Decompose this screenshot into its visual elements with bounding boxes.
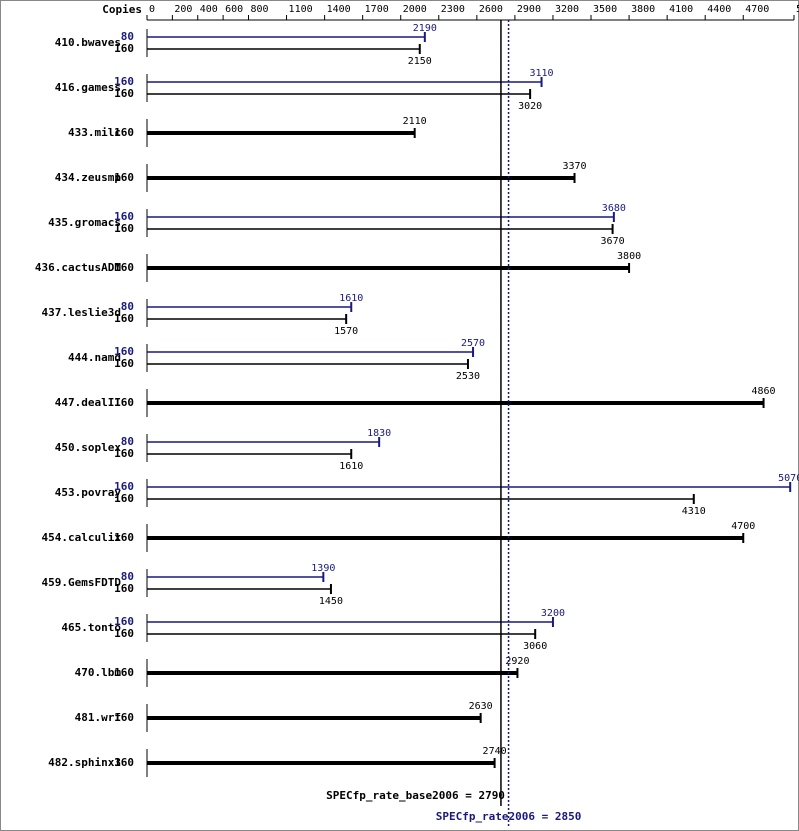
benchmark-name: 434.zeusmp xyxy=(55,171,122,184)
copies: 160 xyxy=(114,222,134,235)
value-label: 2570 xyxy=(461,338,485,349)
value-label: 4700 xyxy=(731,521,755,532)
benchmark-name: 410.bwaves xyxy=(55,36,121,49)
copies: 160 xyxy=(114,75,134,88)
copies: 160 xyxy=(114,171,134,184)
copies: 80 xyxy=(121,435,134,448)
x-tick-label: 4400 xyxy=(707,4,731,15)
copies-header: Copies xyxy=(102,3,142,16)
x-tick-label: 2600 xyxy=(479,4,503,15)
benchmark-name: 465.tonto xyxy=(61,621,121,634)
value-label: 1830 xyxy=(367,428,391,439)
x-tick-label: 2300 xyxy=(441,4,465,15)
x-tick-label: 1400 xyxy=(327,4,351,15)
value-label: 2740 xyxy=(483,746,507,757)
copies: 80 xyxy=(121,570,134,583)
x-tick-label: 2900 xyxy=(517,4,541,15)
copies: 160 xyxy=(114,87,134,100)
x-tick-label: 3200 xyxy=(555,4,579,15)
value-label: 1610 xyxy=(339,461,363,472)
value-label: 3020 xyxy=(518,101,542,112)
x-tick-label: 1100 xyxy=(289,4,313,15)
copies: 160 xyxy=(114,345,134,358)
x-tick-label: 400 xyxy=(200,4,218,15)
peak-summary: SPECfp_rate2006 = 2850 xyxy=(436,810,582,823)
copies: 160 xyxy=(114,627,134,640)
value-label: 1450 xyxy=(319,596,343,607)
x-tick-label: 3500 xyxy=(593,4,617,15)
x-tick-label: 0 xyxy=(149,4,155,15)
value-label: 2150 xyxy=(408,56,432,67)
value-label: 4860 xyxy=(752,386,776,397)
copies: 160 xyxy=(114,126,134,139)
value-label: 2920 xyxy=(505,656,529,667)
x-tick-label: 600 xyxy=(225,4,243,15)
value-label: 3110 xyxy=(529,68,553,79)
benchmark-name: 481.wrf xyxy=(75,711,121,724)
copies: 160 xyxy=(114,492,134,505)
value-label: 1610 xyxy=(339,293,363,304)
copies: 160 xyxy=(114,582,134,595)
x-tick-label: 3800 xyxy=(631,4,655,15)
copies: 80 xyxy=(121,300,134,313)
value-label: 1570 xyxy=(334,326,358,337)
benchmark-name: 435.gromacs xyxy=(48,216,121,229)
benchmark-name: 433.milc xyxy=(68,126,121,139)
benchmark-name: 453.povray xyxy=(55,486,122,499)
benchmark-name: 444.namd xyxy=(68,351,121,364)
value-label: 5070 xyxy=(778,473,799,484)
x-tick-label: 2000 xyxy=(403,4,427,15)
value-label: 2630 xyxy=(469,701,493,712)
x-tick-label: 800 xyxy=(250,4,268,15)
copies: 160 xyxy=(114,312,134,325)
benchmark-name: 447.dealII xyxy=(55,396,121,409)
x-tick-label: 5100 xyxy=(796,4,799,15)
copies: 160 xyxy=(114,531,134,544)
copies: 160 xyxy=(114,261,134,274)
value-label: 2110 xyxy=(403,116,427,127)
benchmark-name: 436.cactusADM xyxy=(35,261,121,274)
x-tick-label: 4700 xyxy=(745,4,769,15)
benchmark-name: 454.calculix xyxy=(42,531,122,544)
value-label: 3370 xyxy=(562,161,586,172)
copies: 160 xyxy=(114,42,134,55)
value-label: 2190 xyxy=(413,23,437,34)
copies: 160 xyxy=(114,396,134,409)
value-label: 3060 xyxy=(523,641,547,652)
value-label: 1390 xyxy=(311,563,335,574)
copies: 160 xyxy=(114,666,134,679)
benchmark-name: 416.gamess xyxy=(55,81,121,94)
copies: 80 xyxy=(121,30,134,43)
copies: 160 xyxy=(114,615,134,628)
benchmark-name: 437.leslie3d xyxy=(42,306,121,319)
copies: 160 xyxy=(114,447,134,460)
x-tick-label: 1700 xyxy=(365,4,389,15)
copies: 160 xyxy=(114,357,134,370)
value-label: 4310 xyxy=(682,506,706,517)
x-tick-label: 200 xyxy=(174,4,192,15)
copies: 160 xyxy=(114,756,134,769)
copies: 160 xyxy=(114,711,134,724)
x-tick-label: 4100 xyxy=(669,4,693,15)
benchmark-name: 450.soplex xyxy=(55,441,122,454)
value-label: 2530 xyxy=(456,371,480,382)
copies: 160 xyxy=(114,480,134,493)
copies: 160 xyxy=(114,210,134,223)
base-summary: SPECfp_rate_base2006 = 2790 xyxy=(326,789,505,802)
value-label: 3200 xyxy=(541,608,565,619)
value-label: 3680 xyxy=(602,203,626,214)
value-label: 3800 xyxy=(617,251,641,262)
value-label: 3670 xyxy=(601,236,625,247)
benchmark-name: 470.lbm xyxy=(75,666,122,679)
benchmark-name: 482.sphinx3 xyxy=(48,756,121,769)
benchmark-name: 459.GemsFDTD xyxy=(42,576,122,589)
